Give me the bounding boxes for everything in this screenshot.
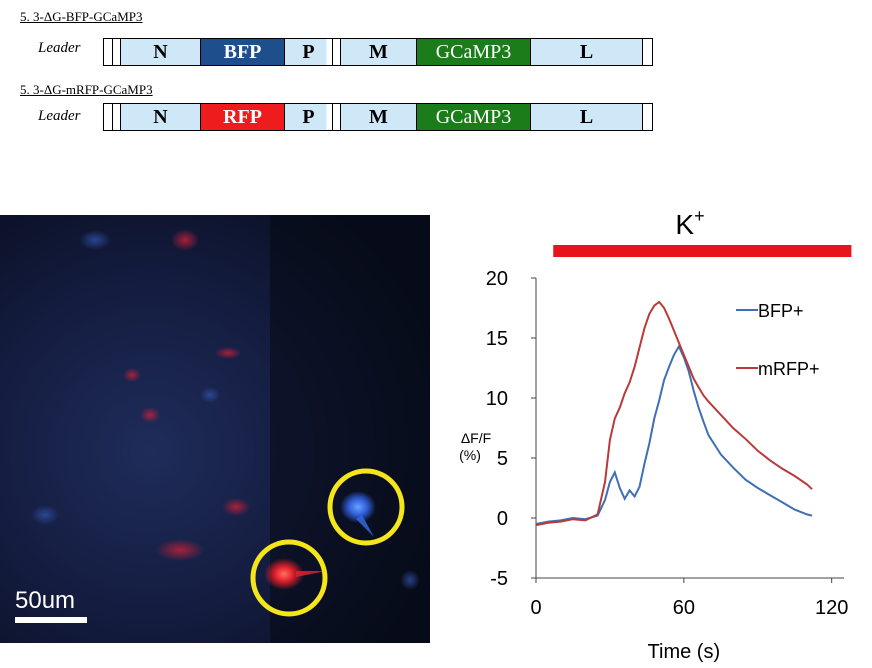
x-axis-label: Time (s) bbox=[648, 641, 721, 663]
stimulus-bar bbox=[553, 245, 852, 257]
red-labeled-neuron bbox=[264, 558, 326, 590]
segment-rfp: RFP bbox=[200, 104, 284, 130]
chart-axes: -5 0 5 10 15 20 0 60 120 bbox=[486, 268, 849, 619]
blue-labeled-neuron bbox=[340, 491, 376, 537]
y-tick-label: 10 bbox=[486, 388, 508, 410]
segment-m: M bbox=[340, 104, 416, 130]
stimulus-superscript: + bbox=[694, 206, 705, 226]
construct-2-title: 5. 3-ΔG-mRFP-GCaMP3 bbox=[20, 82, 153, 97]
y-tick-label: 0 bbox=[497, 508, 508, 530]
dim-red-cell bbox=[215, 347, 241, 359]
x-tick-label: 0 bbox=[530, 597, 541, 619]
dim-blue-cell bbox=[31, 505, 59, 525]
highlight-circle-blue bbox=[327, 468, 405, 546]
dim-red-cell bbox=[156, 539, 204, 561]
x-tick-label: 120 bbox=[815, 597, 848, 619]
fluorescence-micrograph: 50um bbox=[0, 215, 430, 643]
segment-gcamp3: GCaMP3 bbox=[416, 104, 530, 130]
y-axis-unit-label: (%) bbox=[459, 447, 481, 463]
segment-boundary bbox=[112, 39, 113, 65]
construct-1-leader-label: Leader bbox=[38, 40, 81, 56]
construct-2-map: N RFP P M GCaMP3 L bbox=[103, 103, 653, 131]
stimulus-label-text: K bbox=[675, 209, 694, 240]
x-tick-label: 60 bbox=[673, 597, 695, 619]
segment-n: N bbox=[120, 104, 200, 130]
dim-red-cell bbox=[171, 229, 199, 251]
segment-l: L bbox=[530, 104, 642, 130]
dim-red-cell bbox=[123, 368, 141, 382]
construct-2-leader-label: Leader bbox=[38, 108, 81, 124]
segment-boundary bbox=[332, 104, 333, 130]
legend-label: BFP+ bbox=[758, 301, 804, 321]
stimulus-label: K+ bbox=[675, 206, 704, 240]
segment-gcamp3: GCaMP3 bbox=[416, 39, 530, 65]
construct-1-map: N BFP P M GCaMP3 L bbox=[103, 38, 653, 66]
segment-l: L bbox=[530, 39, 642, 65]
segment-p: P bbox=[284, 39, 332, 65]
segment-boundary bbox=[332, 39, 333, 65]
segment-boundary bbox=[112, 104, 113, 130]
dim-blue-cell bbox=[79, 230, 111, 250]
construct-1-title: 5. 3-ΔG-BFP-GCaMP3 bbox=[20, 9, 143, 24]
y-tick-label: 15 bbox=[486, 328, 508, 350]
legend-label: mRFP+ bbox=[758, 359, 820, 379]
chart-series bbox=[535, 300, 813, 527]
series-line-bfp bbox=[535, 344, 813, 525]
segment-m: M bbox=[340, 39, 416, 65]
dim-red-cell bbox=[222, 498, 250, 516]
y-tick-label: 5 bbox=[497, 448, 508, 470]
chart-legend: BFP+ mRFP+ bbox=[736, 301, 820, 379]
segment-boundary bbox=[642, 39, 643, 65]
highlight-circle-red bbox=[250, 539, 328, 617]
y-tick-label: -5 bbox=[490, 568, 508, 590]
segment-n: N bbox=[120, 39, 200, 65]
segment-bfp: BFP bbox=[200, 39, 284, 65]
series-line-mrfp bbox=[535, 300, 813, 527]
dim-blue-cell bbox=[400, 570, 420, 590]
y-axis-label: ΔF/F bbox=[461, 430, 491, 446]
scale-bar bbox=[15, 617, 87, 623]
y-tick-label: 20 bbox=[486, 268, 508, 290]
dim-blue-cell bbox=[200, 387, 220, 403]
segment-p: P bbox=[284, 104, 332, 130]
dim-red-cell bbox=[140, 407, 160, 423]
calcium-trace-chart: -5 0 5 10 15 20 0 60 120 BFP+ mRFP+ K+ ΔF/F (%) T… bbox=[459, 206, 852, 663]
scale-bar-label: 50um bbox=[15, 587, 75, 614]
segment-boundary bbox=[642, 104, 643, 130]
